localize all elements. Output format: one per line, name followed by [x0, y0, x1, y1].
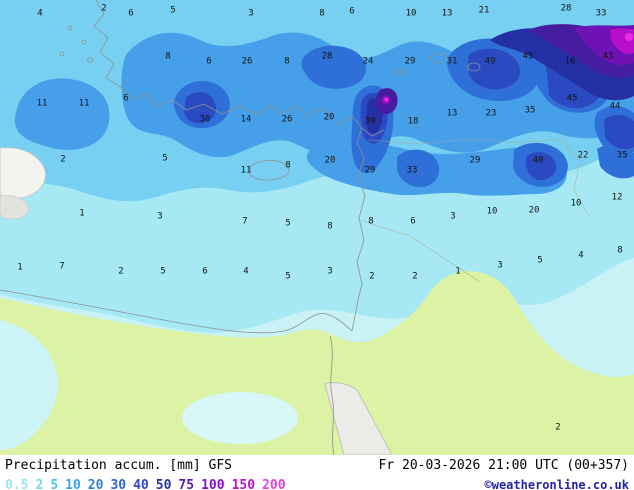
region-30mm-b — [301, 45, 367, 89]
legend-scale-value: 100 — [201, 478, 225, 490]
map-svg — [0, 0, 634, 455]
coast-north-africa — [0, 289, 359, 334]
aegean-island — [81, 39, 87, 45]
legend-scale-value: 200 — [262, 478, 286, 490]
region-40mm-a — [184, 92, 217, 124]
border-line — [359, 219, 481, 283]
legend-scale-value: 20 — [87, 478, 104, 490]
region-30mm-i — [597, 144, 634, 179]
legend-scale-value: 2 — [35, 478, 44, 490]
precip-fill-layers — [0, 0, 634, 455]
map-datetime: Fr 20-03-2026 21:00 UTC (00+357) — [378, 458, 629, 473]
turkey-lake — [467, 62, 481, 72]
region-30mm-g — [397, 149, 440, 188]
region-200mm-spot — [384, 97, 389, 102]
region-200mm-corner — [625, 33, 633, 41]
border-line — [367, 138, 589, 216]
light-precip-on-land-a — [0, 320, 58, 450]
region-40mm-e — [604, 114, 634, 149]
gray-patch-aegean — [0, 195, 29, 220]
coast-levant — [356, 127, 366, 301]
legend-scale-value: 0.5 — [5, 478, 29, 490]
aegean-island — [87, 57, 93, 63]
footer-row-1: Precipitation accum. [mm] GFS Fr 20-03-2… — [5, 458, 629, 474]
red-sea-gray-wedge — [324, 382, 393, 455]
legend-scale-value: 5 — [50, 478, 59, 490]
legend-scale-value: 75 — [178, 478, 195, 490]
aegean-island — [59, 51, 65, 57]
coast-cyprus — [249, 160, 290, 181]
nile-river — [329, 335, 335, 455]
light-precip-on-land-b — [182, 392, 298, 444]
coastlines — [0, 0, 481, 455]
legend-scale-value: 40 — [133, 478, 149, 490]
footer: Precipitation accum. [mm] GFS Fr 20-03-2… — [0, 455, 634, 490]
copyright-link[interactable]: ©weatheronline.co.uk — [484, 478, 630, 490]
region-40mm-f — [525, 152, 557, 180]
region-20mm-left — [14, 78, 110, 150]
map-title: Precipitation accum. [mm] GFS — [5, 458, 232, 473]
legend-scale-value: 50 — [155, 478, 172, 490]
land-dry-green — [0, 271, 634, 455]
legend-scale-value: 30 — [110, 478, 127, 490]
precipitation-map: 4 2 6 5 3 8 6 10 13 21 28 33 8 6 26 8 28 24 29 31 49 45 16 43 11… — [0, 0, 634, 455]
coast-turkey — [93, 0, 385, 137]
footer-row-2: 0.5 2 5 10 20 30 40 50 75 100 150 200 ©weatheronlin… — [5, 474, 629, 490]
turkey-lake — [392, 68, 404, 76]
legend-scale: 0.5 2 5 10 20 30 40 50 75 100 150 200 — [5, 474, 293, 490]
legend-scale-value: 10 — [65, 478, 81, 490]
aegean-island — [67, 25, 73, 31]
region-40mm-c — [468, 48, 521, 90]
legend-scale-value: 150 — [231, 478, 256, 490]
country-borders — [359, 138, 589, 283]
turkey-lake — [429, 53, 447, 63]
